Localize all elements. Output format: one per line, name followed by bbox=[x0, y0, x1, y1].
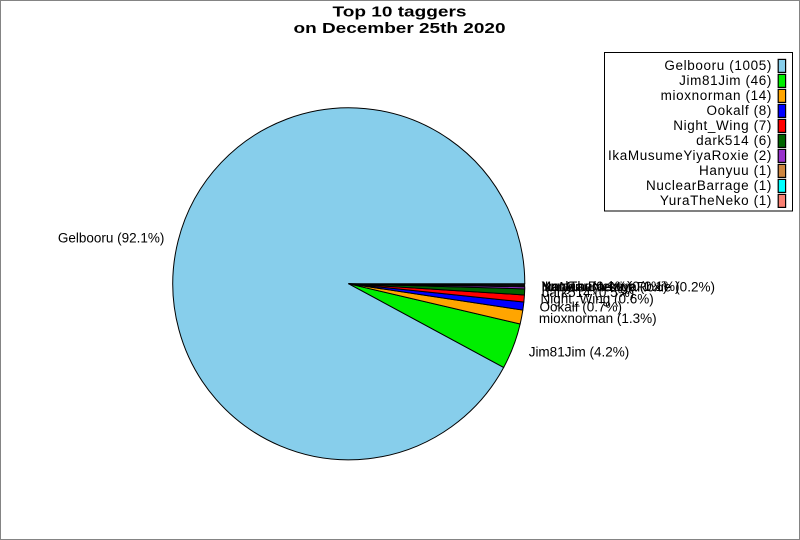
svg-text:YuraTheNeko (0.1%): YuraTheNeko (0.1%) bbox=[541, 279, 667, 294]
svg-text:Ookalf (8): Ookalf (8) bbox=[707, 103, 772, 118]
svg-text:dark514 (6): dark514 (6) bbox=[696, 133, 772, 148]
svg-text:on December 25th 2020: on December 25th 2020 bbox=[294, 20, 506, 37]
svg-text:Top 10 taggers: Top 10 taggers bbox=[333, 4, 467, 21]
svg-text:Night_Wing (0.6%): Night_Wing (0.6%) bbox=[541, 292, 654, 307]
svg-text:Hanyuu (0.1%): Hanyuu (0.1%) bbox=[541, 279, 631, 294]
svg-text:IkaMusumeYiyaRoxie (0.2%): IkaMusumeYiyaRoxie (0.2%) bbox=[541, 280, 715, 295]
svg-text:dark514 (0.5%): dark514 (0.5%) bbox=[542, 285, 634, 300]
svg-text:Gelbooru (92.1%): Gelbooru (92.1%) bbox=[58, 231, 165, 246]
svg-text:mioxnorman (1.3%): mioxnorman (1.3%) bbox=[539, 311, 657, 326]
svg-text:Jim81Jim (46): Jim81Jim (46) bbox=[679, 73, 772, 88]
svg-text:Ookalf (0.7%): Ookalf (0.7%) bbox=[540, 299, 623, 314]
svg-text:Gelbooru (1005): Gelbooru (1005) bbox=[664, 58, 772, 73]
svg-text:YuraTheNeko (1): YuraTheNeko (1) bbox=[660, 193, 772, 208]
svg-text:IkaMusumeYiyaRoxie (2): IkaMusumeYiyaRoxie (2) bbox=[608, 148, 772, 163]
svg-text:Night_Wing (7): Night_Wing (7) bbox=[673, 118, 772, 133]
svg-text:NuclearBarrage (0.1%): NuclearBarrage (0.1%) bbox=[541, 279, 679, 294]
svg-text:Hanyuu (1): Hanyuu (1) bbox=[699, 163, 772, 178]
svg-text:mioxnorman (14): mioxnorman (14) bbox=[661, 88, 772, 103]
svg-text:NuclearBarrage (1): NuclearBarrage (1) bbox=[646, 178, 772, 193]
svg-text:Jim81Jim (4.2%): Jim81Jim (4.2%) bbox=[529, 345, 630, 360]
